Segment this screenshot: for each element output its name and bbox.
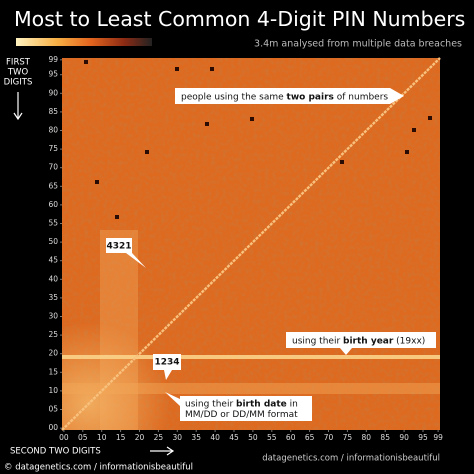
annotation: people using the same two pairs of numbe… (175, 88, 404, 104)
heatmap (61, 57, 441, 431)
annotation: using their birth year (19xx) (286, 332, 436, 355)
color-legend (16, 38, 152, 46)
heatmap-highlight (100, 230, 138, 430)
annotation-text: using their birth year (19xx) (292, 336, 425, 346)
y-tick-label: 10 (48, 386, 58, 395)
x-tick-label: 75 (343, 433, 353, 442)
y-tick-label: 65 (48, 181, 58, 190)
annotation: using their birth date in MM/DD or DD/MM… (165, 392, 312, 421)
x-tick-label: 99 (433, 433, 443, 442)
y-tick-label: 30 (48, 312, 58, 321)
y-tick-label: 80 (48, 126, 58, 135)
y-tick-label: 25 (48, 330, 58, 339)
y-tick-label: 50 (48, 237, 58, 246)
y-axis-arrow (13, 92, 23, 121)
x-tick-label: 55 (267, 433, 277, 442)
x-axis-arrow (150, 446, 175, 456)
heatmap-highlight (62, 383, 440, 394)
dark-cells (84, 60, 432, 219)
subtitle: 3.4m analysed from multiple data breache… (254, 39, 462, 50)
x-tick-label: 10 (97, 433, 107, 442)
x-tick-label: 60 (286, 433, 296, 442)
x-tick-label: 05 (78, 433, 88, 442)
y-tick-label: 85 (48, 107, 58, 116)
x-tick-label: 25 (154, 433, 164, 442)
x-tick-label: 15 (116, 433, 126, 442)
annotation-text: 1234 (154, 358, 179, 368)
annotation-text: people using the same two pairs of numbe… (181, 92, 388, 102)
y-tick-label: 40 (48, 274, 58, 283)
annotation-text: using their birth date in (185, 399, 298, 409)
annotation: 1234 (153, 354, 181, 380)
annotation-text: 4321 (106, 242, 131, 252)
x-tick-label: 85 (380, 433, 390, 442)
y-tick-label: 00 (48, 423, 58, 432)
annotation: 4321 (106, 238, 146, 268)
x-tick-label: 70 (324, 433, 334, 442)
y-tick-label: 20 (48, 349, 58, 358)
y-tick-label: 95 (48, 70, 58, 79)
x-axis-title: SECOND TWO DIGITS (10, 447, 101, 457)
footer: © datagenetics.com / informationisbeauti… (4, 463, 193, 473)
y-tick-label: 90 (48, 88, 58, 97)
y-tick-label: 60 (48, 200, 58, 209)
x-tick-label: 40 (210, 433, 220, 442)
y-tick-label: 99 (48, 55, 58, 64)
x-tick-label: 50 (248, 433, 258, 442)
heatmap-diagonal (61, 57, 441, 431)
x-tick-label: 90 (399, 433, 409, 442)
x-tick-label: 00 (59, 433, 69, 442)
x-tick-label: 30 (173, 433, 183, 442)
x-tick-label: 45 (229, 433, 239, 442)
y-tick-label: 45 (48, 256, 58, 265)
y-tick-label: 70 (48, 163, 58, 172)
y-tick-label: 75 (48, 144, 58, 153)
y-axis-title: FIRST (6, 58, 31, 68)
credit: datagenetics.com / informationisbeautifu… (262, 454, 440, 464)
y-axis-title: DIGITS (4, 78, 33, 88)
x-tick-label: 35 (191, 433, 201, 442)
x-tick-label: 20 (135, 433, 145, 442)
y-axis-title: TWO (7, 68, 29, 78)
y-tick-label: 05 (48, 405, 58, 414)
y-tick-label: 55 (48, 219, 58, 228)
y-tick-label: 35 (48, 293, 58, 302)
x-tick-label: 65 (305, 433, 315, 442)
chart-title: Most to Least Common 4-Digit PIN Numbers (14, 7, 465, 31)
x-tick-label: 80 (362, 433, 372, 442)
heatmap-highlight (62, 355, 440, 359)
annotation-text: MM/DD or DD/MM format (185, 410, 298, 420)
y-tick-label: 15 (48, 367, 58, 376)
x-tick-label: 95 (418, 433, 428, 442)
